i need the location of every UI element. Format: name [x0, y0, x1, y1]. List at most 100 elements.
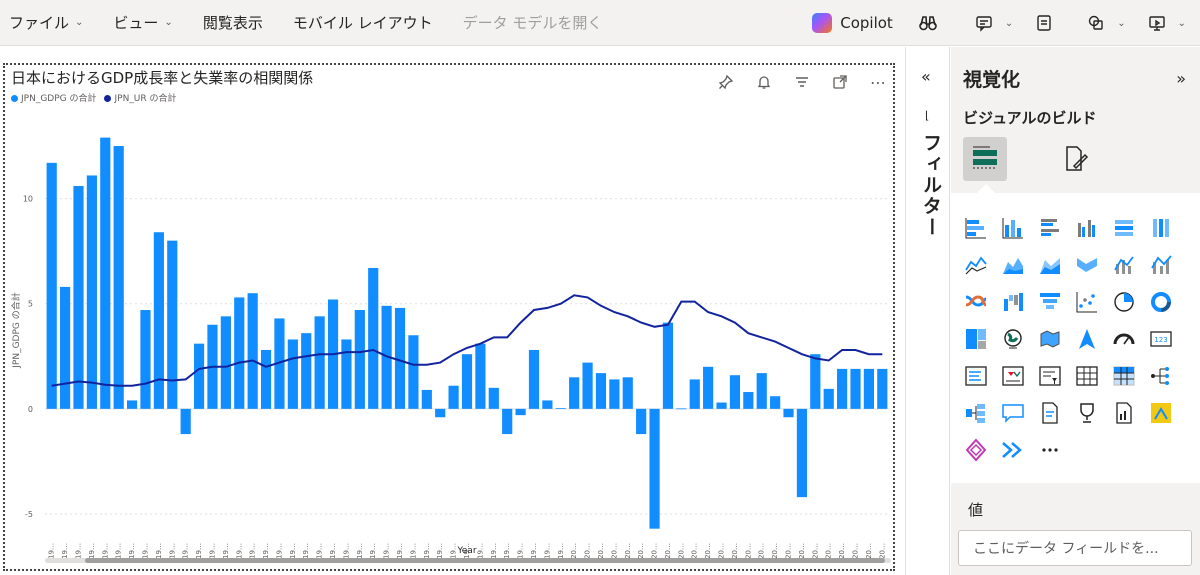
bell-icon[interactable] [755, 73, 773, 91]
chevron-down-icon[interactable]: ⌄ [1177, 17, 1186, 29]
notes-icon[interactable] [1027, 8, 1061, 38]
expand-icon[interactable]: » [1176, 69, 1186, 88]
ribbon-area-chart-icon[interactable] [1072, 250, 1102, 280]
stacked-area-chart-icon[interactable] [1035, 250, 1065, 280]
x-tick-label: 19… [222, 543, 230, 559]
filters-pane-label[interactable]: フィルター [920, 133, 942, 238]
line-and-clustered-column-icon[interactable] [1146, 250, 1176, 280]
slicer-icon[interactable] [1035, 361, 1065, 391]
bar [863, 368, 874, 409]
chevron-down-icon[interactable]: ⌄ [1004, 17, 1014, 29]
funnel-chart-icon[interactable] [1035, 287, 1065, 317]
clustered-column-chart-icon[interactable] [1072, 213, 1102, 243]
more-options-icon[interactable]: ⋯ [870, 72, 886, 92]
waterfall-chart-icon[interactable] [998, 287, 1028, 317]
decomposition-tree-icon[interactable] [1146, 361, 1176, 391]
line-chart-icon-glyph [965, 256, 987, 275]
open-data-model-button[interactable]: データ モデルを開く [454, 0, 612, 46]
qa-icon[interactable] [998, 398, 1028, 428]
bar [421, 389, 432, 409]
build-visual-tab[interactable] [963, 137, 1007, 181]
legend-dot [104, 95, 112, 102]
paginated-report-icon[interactable] [1109, 398, 1139, 428]
bar [301, 333, 312, 409]
azure-map-icon[interactable] [1072, 324, 1102, 354]
x-tick-label: 19… [115, 543, 123, 559]
ribbon-chart-icon[interactable] [961, 287, 991, 317]
pie-chart-icon[interactable] [1109, 287, 1139, 317]
scrollbar-thumb[interactable] [85, 558, 885, 563]
power-automate-icon[interactable] [961, 435, 991, 465]
file-menu[interactable]: ファイル ⌄ [0, 0, 92, 46]
x-tick-label: 19… [369, 543, 377, 559]
x-tick-label: 20… [664, 543, 672, 559]
donut-chart-icon[interactable] [1146, 287, 1176, 317]
legend-item-gdpg[interactable]: JPN_GDPG の合計 [11, 91, 96, 104]
mobile-layout-button[interactable]: モバイル レイアウト [284, 0, 442, 46]
x-tick-label: 19… [61, 543, 69, 559]
azure-map-icon-glyph [1079, 329, 1095, 349]
area-chart-icon[interactable] [998, 250, 1028, 280]
matrix-icon[interactable] [1109, 361, 1139, 391]
x-tick-label: 20… [838, 543, 846, 559]
treemap-icon[interactable] [961, 324, 991, 354]
bar [609, 379, 620, 409]
100-stacked-column-chart-icon[interactable] [1146, 213, 1176, 243]
binoculars-icon[interactable] [911, 8, 945, 38]
x-tick-label: 19… [383, 543, 391, 559]
bar [394, 307, 406, 409]
smart-narrative-icon[interactable] [1035, 398, 1065, 428]
x-tick-label: 19… [155, 543, 163, 559]
power-automate-flow-icon[interactable] [998, 435, 1028, 465]
treemap-icon-glyph [966, 329, 986, 349]
clustered-bar-chart-icon[interactable] [1035, 213, 1065, 243]
table-icon-glyph [1076, 366, 1098, 386]
power-apps-icon[interactable] [1146, 398, 1176, 428]
gauge-icon[interactable] [1109, 324, 1139, 354]
combo-chart-visual[interactable]: 日本におけるGDP成長率と失業率の相関関係 JPN_GDPG の合計 JPN_U… [3, 63, 895, 571]
filters-pane: « ⌊ フィルター [905, 47, 950, 575]
stacked-column-chart-icon[interactable] [998, 213, 1028, 243]
bar [153, 232, 164, 409]
line-chart-icon[interactable] [961, 250, 991, 280]
focus-mode-icon[interactable] [831, 73, 849, 91]
format-visual-tab[interactable] [1053, 137, 1097, 181]
copilot-button[interactable]: Copilot [812, 13, 893, 33]
scatter-chart-icon[interactable] [1072, 287, 1102, 317]
shapes-icon[interactable] [1079, 8, 1113, 38]
kpi-icon[interactable] [998, 361, 1028, 391]
x-tick-label: 19… [316, 543, 324, 559]
collapse-icon[interactable]: « [921, 67, 931, 86]
view-menu[interactable]: ビュー ⌄ [104, 0, 181, 46]
filter-icon[interactable] [793, 73, 811, 91]
horizontal-scrollbar[interactable] [45, 558, 891, 563]
present-icon[interactable] [1140, 8, 1174, 38]
comment-icon[interactable] [967, 8, 1001, 38]
table-icon[interactable] [1072, 361, 1102, 391]
filled-map-icon[interactable] [1035, 324, 1065, 354]
map-icon[interactable] [998, 324, 1028, 354]
legend-dot [11, 95, 18, 102]
goals-icon[interactable] [1072, 398, 1102, 428]
chevron-down-icon[interactable]: ⌄ [1117, 17, 1126, 29]
x-tick-label: 19… [396, 543, 404, 559]
x-tick-label: 20… [691, 543, 699, 559]
bar [368, 267, 379, 409]
x-tick-label: 20… [771, 543, 779, 559]
stacked-bar-chart-icon[interactable] [961, 213, 991, 243]
more-visuals-icon[interactable] [1035, 435, 1065, 465]
reading-view-button[interactable]: 閲覧表示 [194, 0, 272, 46]
pin-icon[interactable] [717, 73, 735, 91]
100-stacked-bar-chart-icon[interactable] [1109, 213, 1139, 243]
clustered-column-chart-icon-glyph [1078, 220, 1095, 237]
bar [770, 396, 781, 409]
tab-caret [977, 184, 995, 193]
values-drop-field[interactable]: ここにデータ フィールドを... [958, 530, 1192, 566]
legend-item-ur[interactable]: JPN_UR の合計 [104, 91, 177, 104]
chevron-down-icon: ⌄ [164, 17, 173, 28]
key-influencers-icon[interactable] [961, 398, 991, 428]
card-icon[interactable]: 123 [1146, 324, 1176, 354]
line-and-stacked-column-icon[interactable] [1109, 250, 1139, 280]
x-tick-label: 20… [731, 543, 739, 559]
multi-row-card-icon[interactable] [961, 361, 991, 391]
